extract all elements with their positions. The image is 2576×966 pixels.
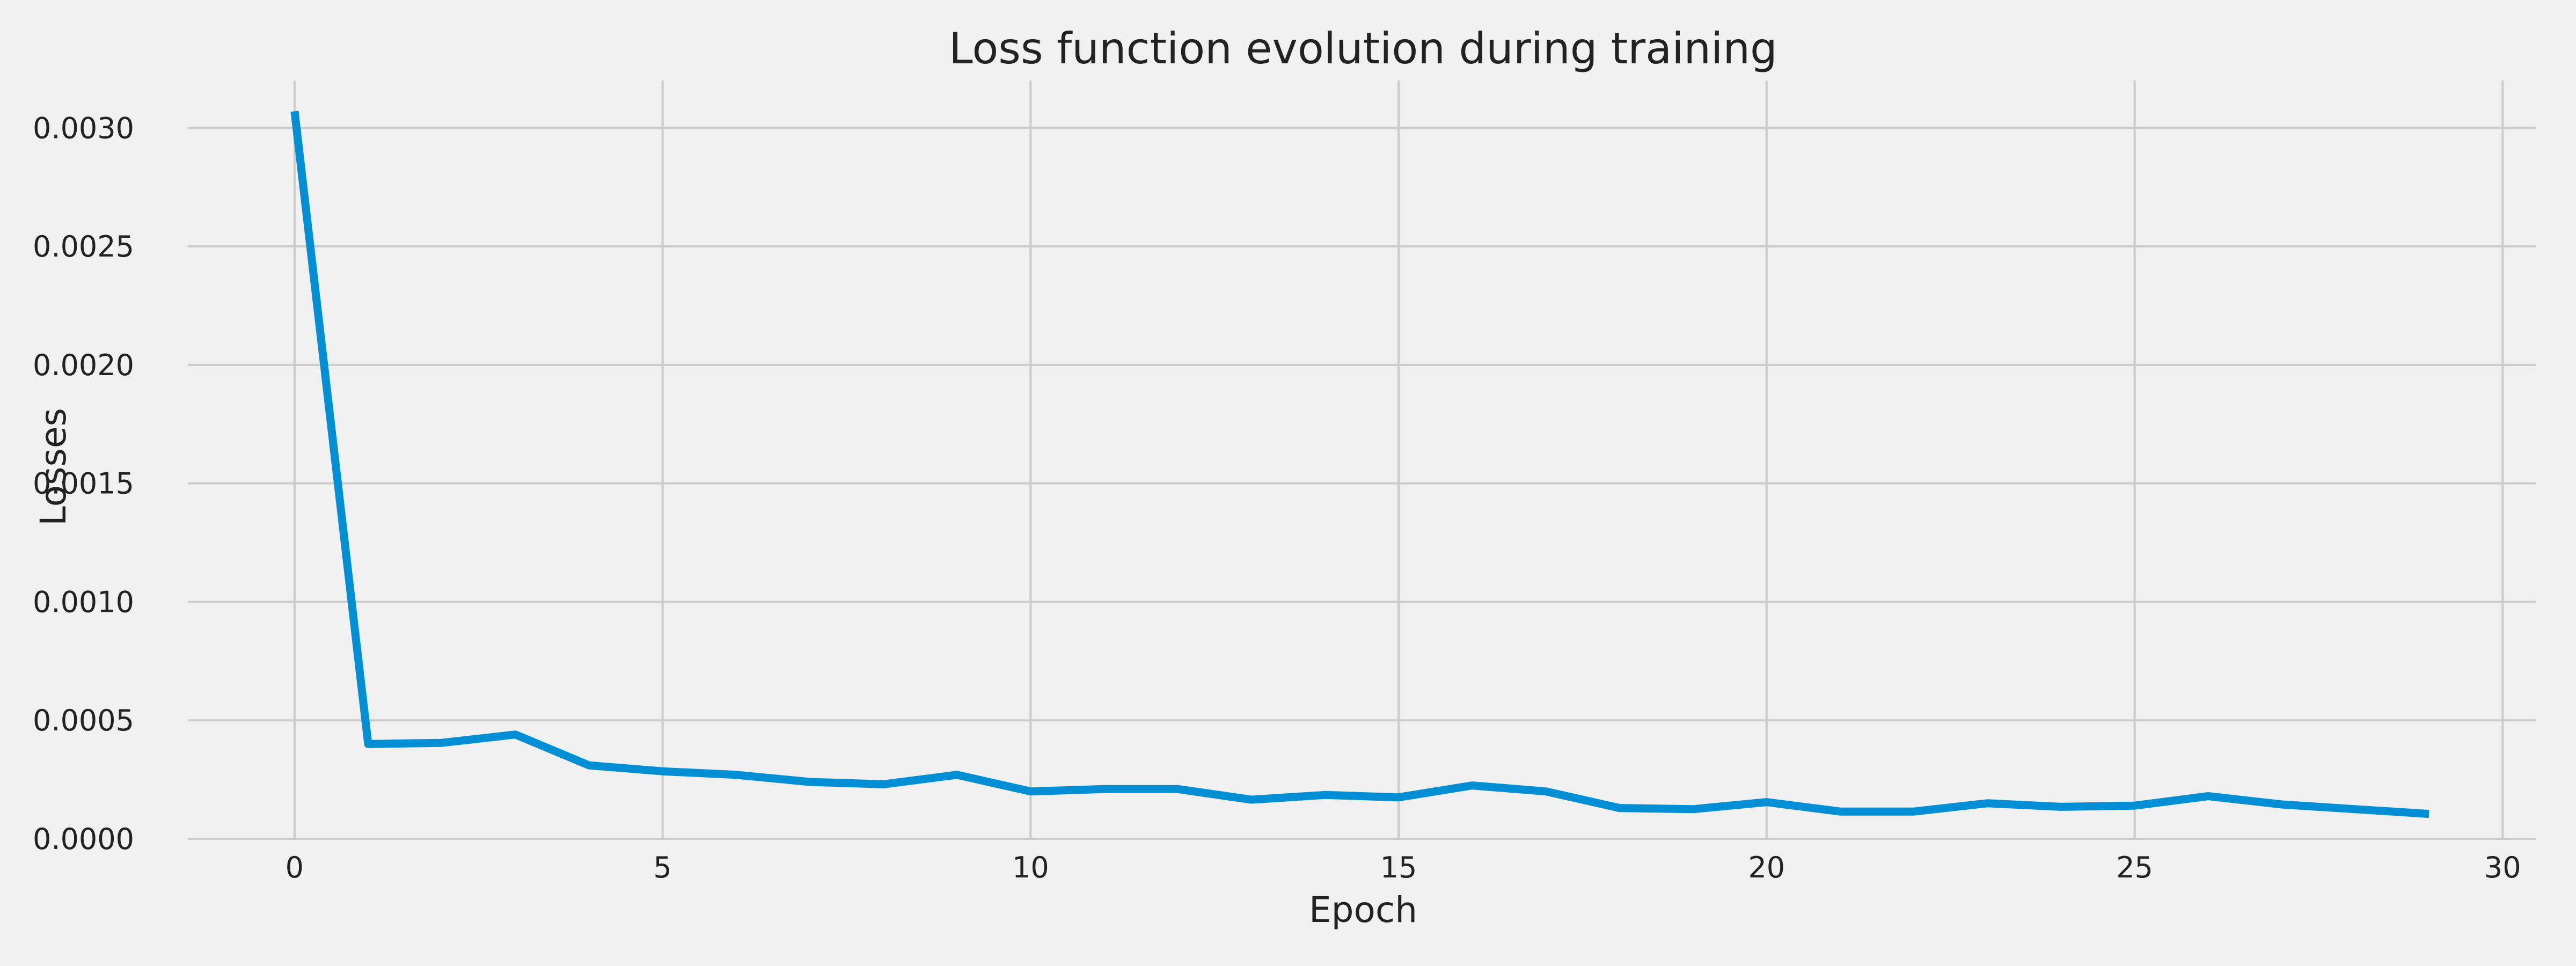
loss-data-point xyxy=(2278,801,2286,808)
loss-data-point xyxy=(2425,810,2433,818)
y-tick-label: 0.0000 xyxy=(33,822,134,856)
series-layer xyxy=(290,107,2433,818)
y-tick-label: 0.0005 xyxy=(33,704,134,737)
y-tick-label: 0.0010 xyxy=(33,585,134,619)
x-tick-label: 0 xyxy=(286,851,304,884)
loss-data-point xyxy=(733,771,740,779)
x-tick-label: 20 xyxy=(1748,851,1785,884)
loss-data-point xyxy=(659,767,667,775)
tick-label-layer: 0 5 10 15 20 25 30 0.0000 0.0005 0.0010 0.0015 0.00… xyxy=(33,111,2521,884)
loss-data-point xyxy=(1616,804,1623,812)
y-tick-label: 0.0020 xyxy=(33,348,134,382)
x-tick-label: 25 xyxy=(2116,851,2153,884)
y-axis-label: Losses xyxy=(33,408,74,526)
y-tick-label: 0.0030 xyxy=(33,111,134,145)
loss-data-point xyxy=(880,780,887,788)
chart-title: Loss function evolution during training xyxy=(949,24,1777,74)
loss-data-point xyxy=(1689,806,1697,813)
loss-data-point xyxy=(1027,788,1034,795)
loss-data-point xyxy=(806,778,814,786)
loss-data-point xyxy=(1468,782,1476,789)
loss-data-point xyxy=(1248,796,1255,803)
x-tick-label: 15 xyxy=(1380,851,1417,884)
loss-series-line xyxy=(290,111,2429,818)
loss-data-point xyxy=(1542,788,1549,795)
y-tick-label: 0.0025 xyxy=(33,230,134,264)
x-axis-label: Epoch xyxy=(1309,889,1417,931)
loss-data-point xyxy=(1395,794,1402,801)
loss-data-point xyxy=(1910,808,1918,815)
loss-data-point xyxy=(2205,793,2212,800)
loss-data-point xyxy=(1101,785,1108,793)
loss-data-point xyxy=(438,739,445,747)
x-tick-label: 30 xyxy=(2484,851,2521,884)
loss-data-point xyxy=(2131,802,2139,809)
loss-data-point xyxy=(291,107,298,115)
loss-data-point xyxy=(364,740,372,748)
loss-data-point xyxy=(1763,799,1770,806)
loss-data-point xyxy=(1836,808,1844,815)
loss-data-point xyxy=(2352,806,2359,813)
loss-data-point xyxy=(1174,785,1182,793)
loss-data-point xyxy=(586,762,593,769)
loss-data-point xyxy=(953,771,961,779)
loss-data-point xyxy=(1984,800,1991,807)
y-tick-label: 0.0015 xyxy=(33,467,134,501)
x-tick-label: 5 xyxy=(653,851,671,884)
x-tick-label: 10 xyxy=(1012,851,1049,884)
grid-layer xyxy=(188,80,2536,840)
loss-data-point xyxy=(511,731,519,738)
loss-data-point xyxy=(1321,791,1329,799)
loss-data-point xyxy=(2057,803,2065,810)
